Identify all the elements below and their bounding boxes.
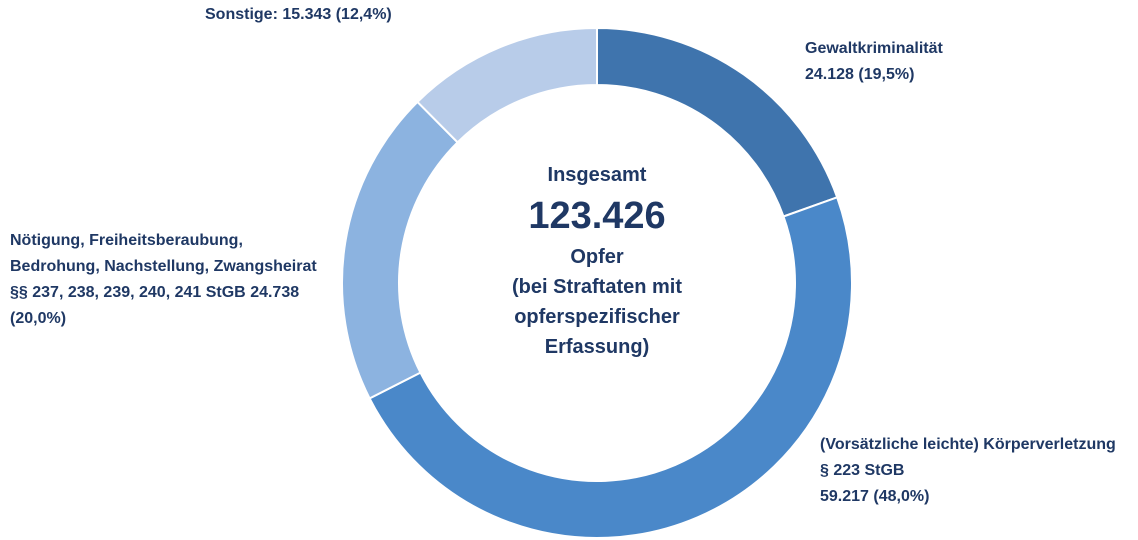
value-label: 24.738 (20,0%) (10, 284, 300, 327)
value-label: 59.217 (48,0%) (820, 488, 930, 505)
label: Sonstige: 15.343 (12,4%) (205, 2, 392, 28)
center-text: Insgesamt 123.426 Opfer (bei Straftaten … (447, 160, 747, 362)
category-label: Nötigung, Freiheitsberaubung, Bedrohung,… (10, 232, 317, 301)
category-label: Gewaltkriminalität (805, 40, 943, 57)
donut-segment (341, 100, 460, 400)
donut-segment (368, 196, 853, 539)
center-line: (bei Straftaten mit (511, 276, 683, 298)
value-label: 15.343 (12,4%) (282, 6, 392, 23)
donut-segment (416, 26, 598, 144)
center-line: Erfassung) (544, 336, 650, 358)
category-label: Sonstige: (205, 6, 278, 23)
label: Gewaltkriminalität 24.128 (19,5%) (805, 36, 943, 88)
center-heading: Insgesamt (547, 164, 647, 186)
center-total: 123.426 (528, 195, 666, 237)
category-label: (Vorsätzliche leichte) Körperverletzung … (820, 436, 1116, 479)
center-unit: Opfer (570, 246, 624, 268)
value-label: 24.128 (19,5%) (805, 66, 915, 83)
center-line: opferspezifischer (514, 306, 680, 328)
label: (Vorsätzliche leichte) Körperverletzung … (820, 432, 1120, 510)
label: Nötigung, Freiheitsberaubung, Bedrohung,… (10, 228, 335, 332)
